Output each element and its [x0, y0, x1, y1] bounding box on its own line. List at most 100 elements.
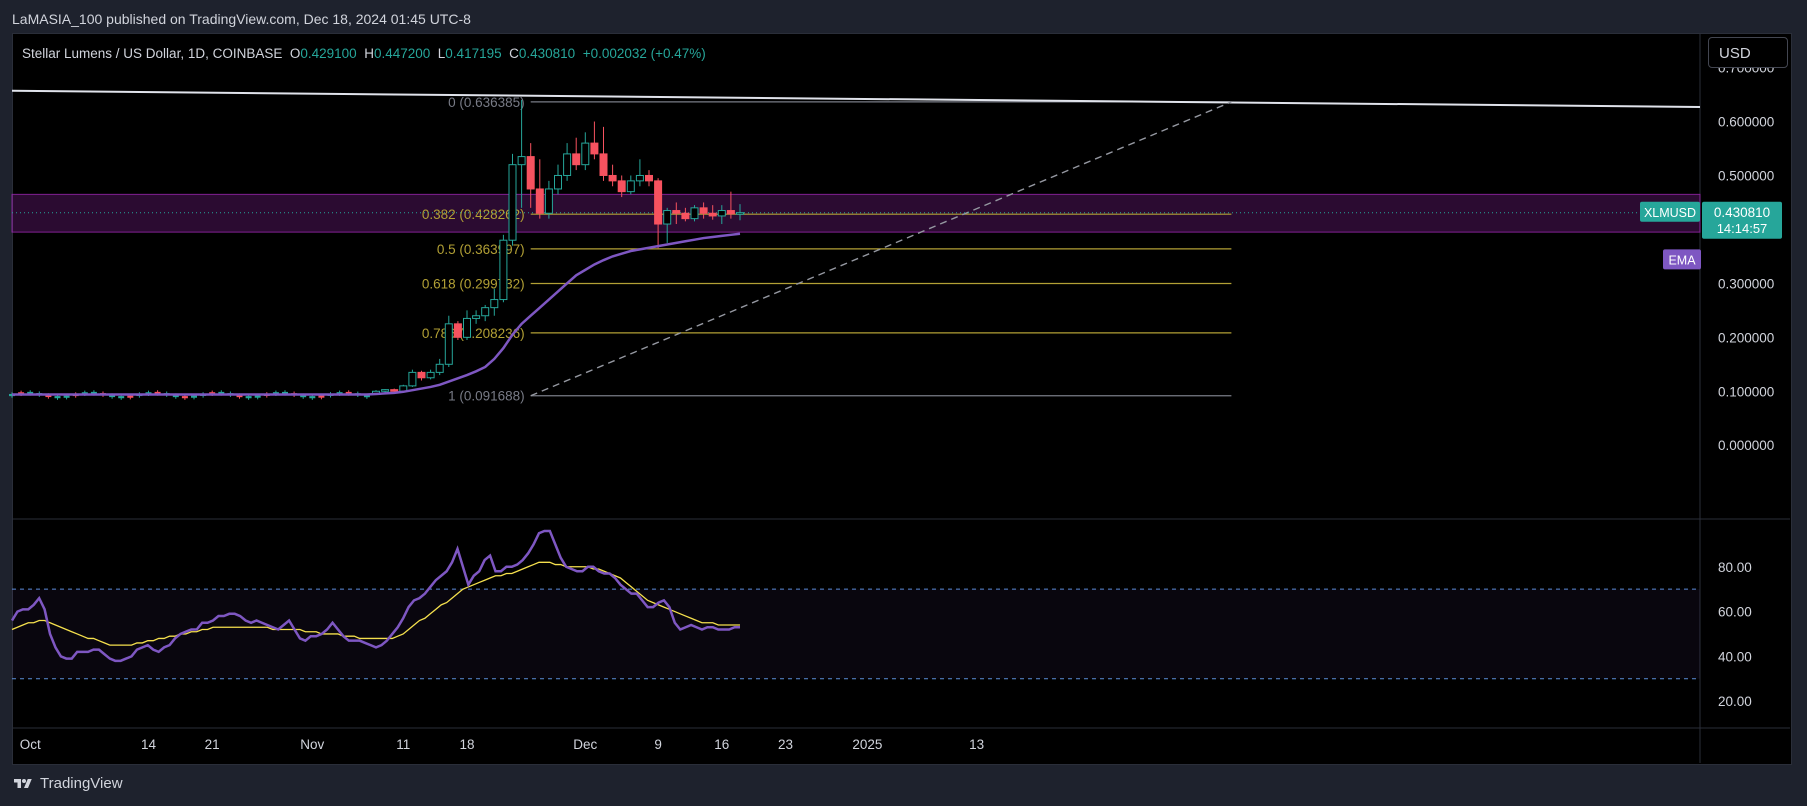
candle-body: [608, 174, 617, 182]
candle-body: [599, 153, 608, 176]
time-axis-label: 16: [714, 737, 729, 752]
rsi-axis-label: 80.00: [1718, 560, 1752, 575]
candle-body: [635, 174, 644, 182]
time-axis-label: Oct: [20, 737, 41, 752]
symbol-badge: [1640, 201, 1700, 222]
candle-body: [572, 153, 581, 166]
rsi-ma-line: [11, 561, 740, 646]
fib-trend-dashed: [530, 101, 1232, 397]
candle-body: [282, 391, 288, 395]
candle-body: [717, 210, 726, 217]
candle-body: [27, 391, 34, 395]
price-axis-label: 0.500000: [1718, 168, 1774, 183]
candle-body: [554, 174, 562, 190]
candle-body: [617, 180, 626, 193]
candle-body: [708, 212, 717, 217]
candle-body: [154, 391, 161, 395]
candle-body: [45, 394, 52, 398]
currency-button[interactable]: USD: [1708, 37, 1788, 68]
price-axis-label: 0.300000: [1718, 276, 1774, 291]
candle-body: [254, 395, 261, 398]
candle-body: [336, 392, 343, 395]
candle-body: [300, 395, 307, 398]
tradingview-logo-icon: [14, 778, 32, 788]
candle-body: [490, 299, 499, 309]
footer-brand[interactable]: TradingView: [12, 775, 123, 792]
candle-body: [54, 396, 61, 399]
candle-body: [544, 188, 553, 214]
ema-badge: [1663, 249, 1701, 270]
low-value: 0.417195: [445, 46, 502, 61]
candle-body: [535, 188, 544, 214]
candle-body: [191, 395, 197, 398]
candle-body: [118, 396, 125, 399]
candle-body: [663, 210, 672, 225]
publish-info: LaMASIA_100 published on TradingView.com…: [12, 11, 471, 27]
time-axis-label: Nov: [300, 737, 324, 752]
rsi-band-fill: [12, 589, 1700, 679]
open-value: 0.429100: [300, 46, 357, 61]
candle-body: [563, 153, 572, 176]
candle-body: [390, 389, 399, 392]
chart-panel[interactable]: [12, 33, 1792, 765]
rsi-axis-label: 60.00: [1718, 605, 1752, 620]
candle-body: [109, 394, 116, 398]
rsi-axis-label: 40.00: [1718, 649, 1752, 664]
fib-level-label: 0.618 (0.299732): [422, 277, 525, 292]
close-label: C: [509, 46, 519, 61]
fib-level-label: 0 (0.636385): [448, 95, 525, 110]
candle-body: [90, 391, 97, 395]
candle-body: [472, 315, 481, 319]
symbol-badge-label: XLMUSD: [1644, 206, 1696, 220]
time-axis-label: 21: [205, 737, 220, 752]
fib-level-label: 0.5 (0.363997): [437, 242, 525, 257]
candle-body: [63, 395, 70, 398]
time-axis-label: 9: [654, 737, 662, 752]
time-axis-label: 13: [969, 737, 984, 752]
candle-body: [127, 395, 134, 398]
time-axis-label: 2025: [852, 737, 882, 752]
candle-body: [318, 395, 325, 398]
candle-body: [381, 389, 390, 392]
price-badge: [1702, 201, 1782, 239]
candle-body: [363, 395, 370, 398]
time-axis-label: 23: [778, 737, 793, 752]
low-label: L: [437, 46, 446, 61]
price-axis-label: 0.100000: [1718, 384, 1774, 399]
candle-body: [736, 212, 744, 215]
fib-level-label: 1 (0.091688): [448, 389, 525, 404]
fib-level-label: 0.382 (0.428262): [422, 207, 525, 222]
footer-brand-label: TradingView: [40, 775, 123, 792]
candle-body: [463, 317, 471, 338]
candle-body: [590, 142, 599, 155]
candle-body: [645, 174, 653, 182]
candle-body: [236, 395, 243, 398]
candle-body: [581, 142, 590, 166]
candle-body: [526, 156, 535, 190]
candle-body: [453, 323, 462, 338]
candle-body: [690, 207, 699, 220]
candle-body: [345, 391, 352, 395]
change-value: +0.002032 (+0.47%): [582, 46, 706, 61]
price-badge-value: 0.430810: [1714, 205, 1770, 220]
resistance-trendline: [11, 89, 1701, 108]
high-label: H: [364, 46, 374, 61]
ema-line: [12, 232, 741, 396]
rsi-line: [10, 529, 740, 663]
candle-body: [218, 391, 225, 395]
candle-body: [654, 180, 663, 225]
symbol-title: Stellar Lumens / US Dollar, 1D, COINBASE: [22, 46, 283, 61]
candle-body: [672, 210, 681, 214]
time-axis-label: 11: [396, 737, 410, 752]
rsi-axis-label: 20.00: [1718, 694, 1752, 709]
candle-body: [508, 164, 517, 241]
candle-body: [417, 371, 426, 379]
price-axis-label: 0.000000: [1718, 438, 1774, 453]
ema-badge-label: EMA: [1668, 253, 1696, 267]
high-value: 0.447200: [373, 46, 431, 61]
candle-body: [681, 212, 690, 220]
candle-body: [444, 323, 453, 365]
symbol-legend: Stellar Lumens / US Dollar, 1D, COINBASE…: [22, 46, 706, 61]
candle-body: [726, 210, 735, 215]
